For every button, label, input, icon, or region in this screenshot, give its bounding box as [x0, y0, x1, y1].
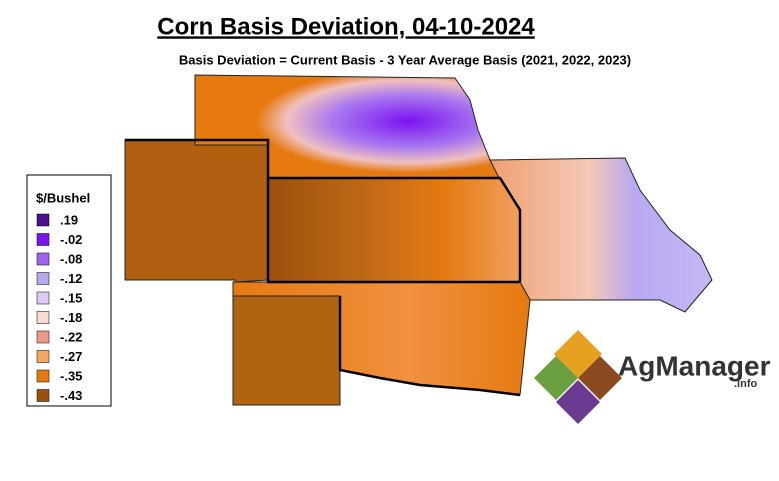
state-kansas: [267, 177, 521, 283]
logo-name: AgManager: [618, 350, 771, 381]
legend-label: -.18: [60, 310, 82, 325]
legend-swatch: [36, 213, 50, 227]
legend-swatch: [36, 369, 50, 383]
legend-box: [26, 174, 112, 407]
legend-title: $/Bushel: [36, 190, 90, 205]
legend-swatch: [36, 311, 50, 324]
legend-swatch: [36, 291, 50, 305]
legend-items: .19 -.02 -.08 -.12 -.15 -.18 -.22 -.27 -.35 -.43: [36, 212, 82, 403]
state-colorado: [124, 139, 269, 283]
logo-diamond: [556, 380, 600, 424]
title: Corn Basis Deviation, 04-10-2024: [157, 13, 535, 40]
legend-label: -.08: [60, 251, 82, 266]
legend-label: -.35: [60, 368, 82, 383]
logo-diamond: [534, 356, 578, 400]
legend-swatch: [36, 389, 50, 402]
legend-swatch: [36, 233, 50, 246]
legend-label: -.43: [60, 388, 82, 403]
legend-label: -.15: [60, 290, 82, 305]
legend-label: -.02: [60, 232, 82, 247]
legend-label: .19: [60, 212, 78, 227]
legend-label: -.22: [60, 329, 82, 344]
map: [124, 74, 713, 406]
subtitle: Basis Deviation = Current Basis - 3 Year…: [179, 52, 631, 67]
legend-label: -.27: [60, 349, 82, 364]
logo: AgManager .info: [534, 330, 771, 424]
state-texas-panhandle: [232, 295, 341, 406]
legend-swatch: [36, 252, 50, 266]
legend: $/Bushel .19 -.02 -.08 -.12 -.15 -.18 -.22 -.27…: [26, 174, 112, 407]
legend-swatch: [36, 350, 50, 363]
legend-swatch: [36, 272, 50, 285]
logo-diamond: [578, 356, 622, 400]
legend-swatch: [36, 330, 50, 344]
legend-label: -.12: [60, 271, 82, 286]
state-borders: [125, 138, 522, 397]
logo-suffix: .info: [734, 378, 757, 390]
